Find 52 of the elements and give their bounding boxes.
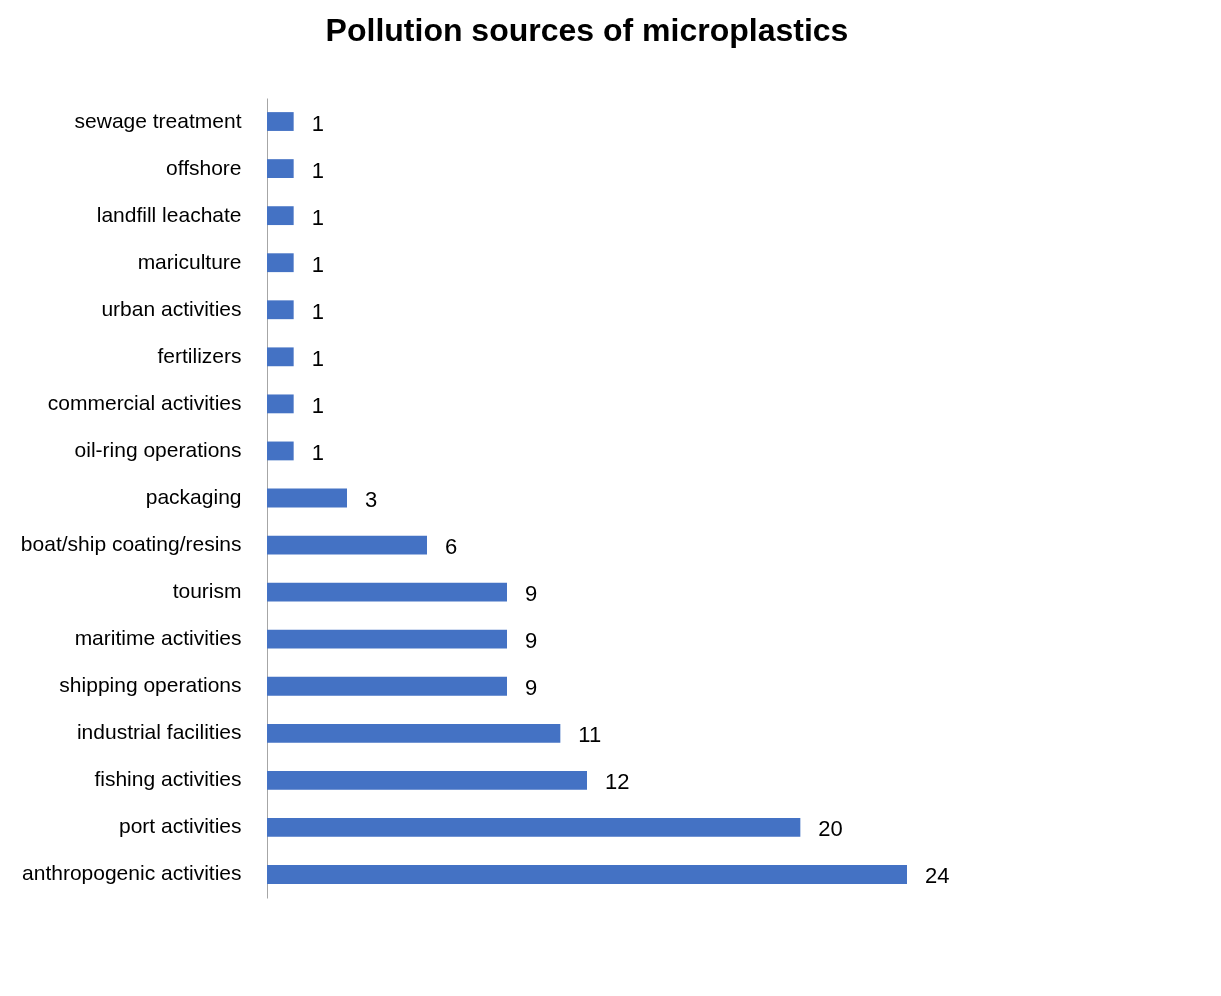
- data-label: 12: [605, 769, 630, 795]
- bar: [267, 488, 347, 508]
- bar: [267, 770, 587, 790]
- data-label: 9: [525, 675, 538, 701]
- bar: [267, 300, 294, 320]
- y-tick-label: mariculture: [137, 249, 242, 273]
- data-label: 9: [525, 628, 538, 654]
- bar: [267, 441, 294, 461]
- bar: [267, 159, 294, 178]
- y-tick-label: fishing activities: [94, 767, 242, 791]
- data-label: 1: [311, 157, 324, 183]
- bar: [267, 394, 294, 414]
- data-label: 1: [311, 392, 324, 418]
- y-tick-label: commercial activities: [47, 390, 242, 414]
- y-tick-label: port activities: [118, 814, 242, 838]
- data-label: 1: [311, 110, 324, 136]
- y-tick-label: tourism: [172, 579, 242, 603]
- bar: [267, 629, 507, 649]
- data-label: 1: [311, 251, 324, 277]
- y-tick-label: fertilizers: [157, 343, 242, 367]
- data-label: 6: [445, 534, 458, 560]
- y-tick-label: packaging: [145, 485, 242, 508]
- data-label: 9: [525, 581, 538, 607]
- y-tick-label: boat/ship coating/resins: [20, 532, 242, 556]
- data-label: 1: [311, 204, 324, 230]
- chart-title: Pollution sources of microplastics: [325, 12, 849, 48]
- bar: [267, 865, 907, 884]
- data-label: 1: [311, 345, 324, 371]
- bar: [267, 253, 294, 273]
- bar: [267, 112, 294, 131]
- y-tick-label: shipping operations: [59, 673, 242, 697]
- y-tick-label: urban activities: [101, 296, 242, 320]
- bar: [267, 818, 801, 837]
- data-label: 1: [311, 439, 324, 465]
- data-label: 20: [818, 816, 843, 842]
- y-tick-label: offshore: [166, 155, 242, 179]
- y-tick-label: anthropogenic activities: [22, 861, 242, 885]
- data-label: 24: [925, 863, 950, 889]
- y-tick-label: landfill leachate: [96, 202, 242, 226]
- data-label: 11: [578, 722, 602, 748]
- bar: [267, 206, 294, 226]
- bar: [267, 347, 294, 367]
- y-tick-label: oil-ring operations: [74, 437, 242, 461]
- y-tick-label: sewage treatment: [74, 108, 242, 132]
- bar: [267, 676, 507, 696]
- y-tick-label: maritime activities: [74, 626, 242, 650]
- bar: [267, 535, 427, 555]
- y-tick-label: industrial facilities: [76, 720, 242, 744]
- data-label: 1: [311, 298, 324, 324]
- data-label: 3: [365, 487, 378, 512]
- bar: [267, 582, 507, 602]
- bar: [267, 723, 561, 743]
